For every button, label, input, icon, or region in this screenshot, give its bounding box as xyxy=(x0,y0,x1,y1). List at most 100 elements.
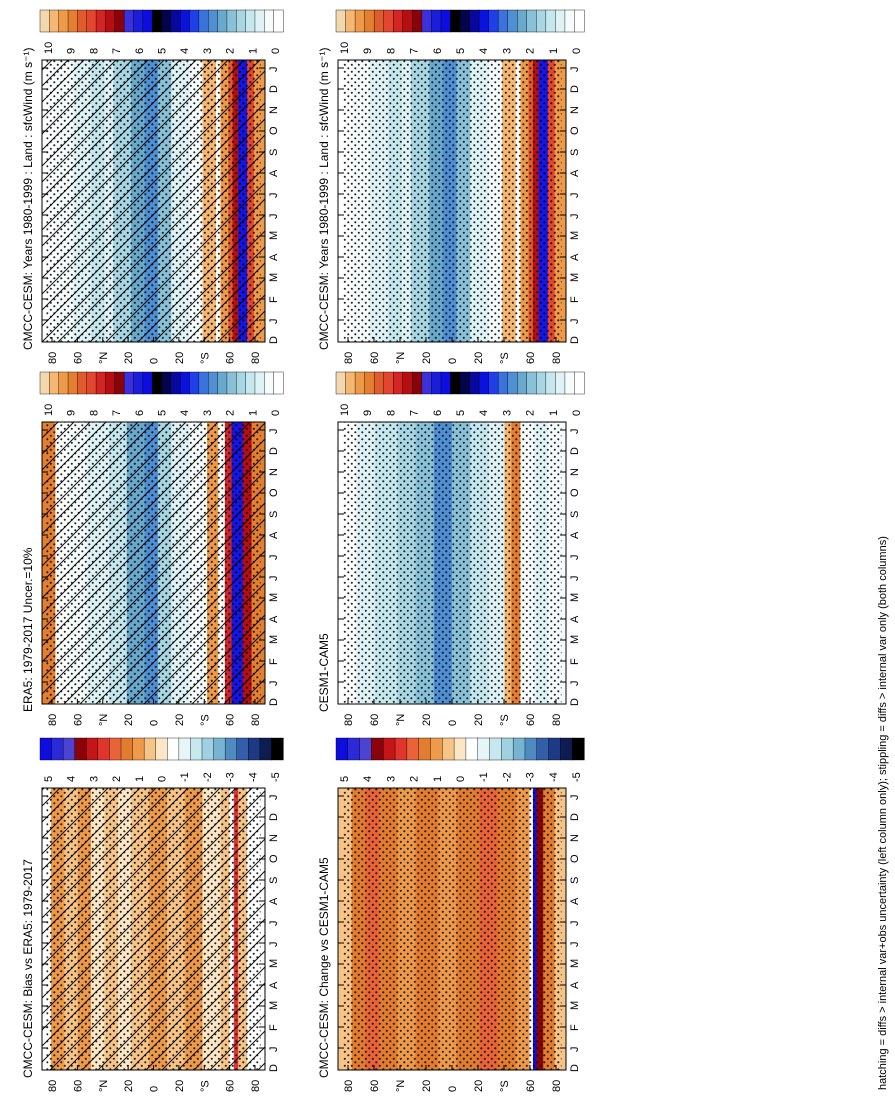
colorbar-cell xyxy=(39,371,50,395)
colorbar-label: 0 xyxy=(571,48,583,54)
colorbar-label: 5 xyxy=(339,776,351,782)
colorbar-cell xyxy=(335,9,347,33)
colorbar-cell xyxy=(421,9,432,33)
colorbar-cell xyxy=(105,371,116,395)
month-label: J xyxy=(569,429,581,435)
month-label: D xyxy=(268,336,280,344)
colorbar-label: 5 xyxy=(455,410,467,416)
lat-label: °N xyxy=(395,1080,407,1092)
lat-label: 20 xyxy=(174,352,186,364)
colorbar-cell xyxy=(545,371,556,395)
colorbar-label: 9 xyxy=(66,410,78,416)
colorbar-cell xyxy=(142,371,153,395)
colorbar-label: -3 xyxy=(225,772,237,782)
month-label: M xyxy=(569,273,581,282)
lat-label: °S xyxy=(199,352,211,364)
colorbar-label: 2 xyxy=(525,410,537,416)
colorbar-cell xyxy=(536,371,547,395)
colorbar-cell xyxy=(217,9,228,33)
month-label: D xyxy=(569,336,581,344)
colorbar-cell xyxy=(354,9,366,33)
colorbar-cell xyxy=(373,9,385,33)
colorbar-cell xyxy=(548,737,561,761)
month-label: A xyxy=(268,981,280,989)
lat-label: 0 xyxy=(447,358,459,364)
colorbar-label: 0 xyxy=(455,776,467,782)
colorbar-cell xyxy=(497,9,509,33)
colorbar-cell xyxy=(58,371,69,395)
lat-label: 20 xyxy=(473,714,485,726)
colorbar-cell xyxy=(412,9,423,33)
month-label: J xyxy=(268,795,280,801)
colorbar-cell xyxy=(406,737,420,761)
month-label: N xyxy=(569,468,581,476)
colorbar-label: -5 xyxy=(571,772,583,782)
colorbar-cell xyxy=(179,371,191,395)
colorbar-cell xyxy=(109,737,122,761)
colorbar-label: 1 xyxy=(432,776,444,782)
colorbar-cell xyxy=(536,9,547,33)
month-label: J xyxy=(569,214,581,220)
lat-label: 20 xyxy=(174,1080,186,1092)
month-label: J xyxy=(569,1047,581,1053)
colorbar-cell xyxy=(477,737,491,761)
colorbar-label: 10 xyxy=(339,404,351,416)
lat-label: 80 xyxy=(250,1080,262,1092)
month-label: A xyxy=(268,897,280,905)
colorbar-label: 2 xyxy=(225,410,237,416)
colorbar-label: 6 xyxy=(432,48,444,54)
month-label: F xyxy=(569,1024,581,1031)
panel-title: CESM1-CAM5 xyxy=(317,633,331,712)
colorbar: 5 4 3 2 1 0 -1 -2 -3 -4 -5 xyxy=(335,737,585,782)
lat-label: 20 xyxy=(473,352,485,364)
lat-label: °S xyxy=(499,352,511,364)
month-label: J xyxy=(569,67,581,73)
colorbar-label: 3 xyxy=(501,48,513,54)
colorbar-cell xyxy=(465,737,479,761)
month-label: D xyxy=(569,85,581,93)
stippling-overlay xyxy=(46,60,261,342)
lat-label: °N xyxy=(395,352,407,364)
colorbar-cell xyxy=(431,371,442,395)
month-label: O xyxy=(569,854,581,863)
colorbar-cell xyxy=(86,371,97,395)
colorbar-cell xyxy=(95,371,107,395)
lat-label: 0 xyxy=(149,720,161,726)
month-label: A xyxy=(569,253,581,261)
colorbar-cell xyxy=(373,371,385,395)
colorbar-cell xyxy=(488,9,499,33)
colorbar-cell xyxy=(574,371,585,395)
colorbar-cell xyxy=(198,371,209,395)
colorbar-cell xyxy=(383,9,394,33)
lat-label: °S xyxy=(499,1080,511,1092)
colorbar-cell xyxy=(58,9,69,33)
chart-panel-top-left: CMCC-CESM: Years 1980-1999 : Land : sfcW… xyxy=(21,9,284,364)
colorbar-cell xyxy=(151,9,163,33)
colorbar-label: 10 xyxy=(339,42,351,54)
colorbar-cell xyxy=(431,9,442,33)
month-label: M xyxy=(268,959,280,968)
lat-label: 80 xyxy=(250,352,262,364)
lat-label: 60 xyxy=(72,1080,84,1092)
month-label: M xyxy=(569,959,581,968)
colorbar-label: 4 xyxy=(478,48,490,54)
colorbar-cell xyxy=(226,9,237,33)
colorbar-label: 9 xyxy=(362,410,374,416)
colorbar-cell xyxy=(170,9,181,33)
colorbar-cell xyxy=(208,9,219,33)
colorbar-label: -1 xyxy=(179,772,191,782)
month-label: J xyxy=(268,429,280,435)
colorbar: 10 9 8 7 6 5 4 3 2 1 0 xyxy=(335,9,585,54)
lat-label: °N xyxy=(395,714,407,726)
stippling-overlay xyxy=(46,422,261,704)
colorbar-cell xyxy=(208,371,219,395)
colorbar-label: 2 xyxy=(225,48,237,54)
colorbar-cell xyxy=(123,371,135,395)
colorbar-cell xyxy=(236,371,247,395)
colorbar-cell xyxy=(224,737,238,761)
month-label: M xyxy=(268,593,280,602)
month-label: A xyxy=(569,981,581,989)
colorbar-cell xyxy=(264,371,275,395)
lat-label: 0 xyxy=(447,1086,459,1092)
colorbar-cell xyxy=(151,371,163,395)
